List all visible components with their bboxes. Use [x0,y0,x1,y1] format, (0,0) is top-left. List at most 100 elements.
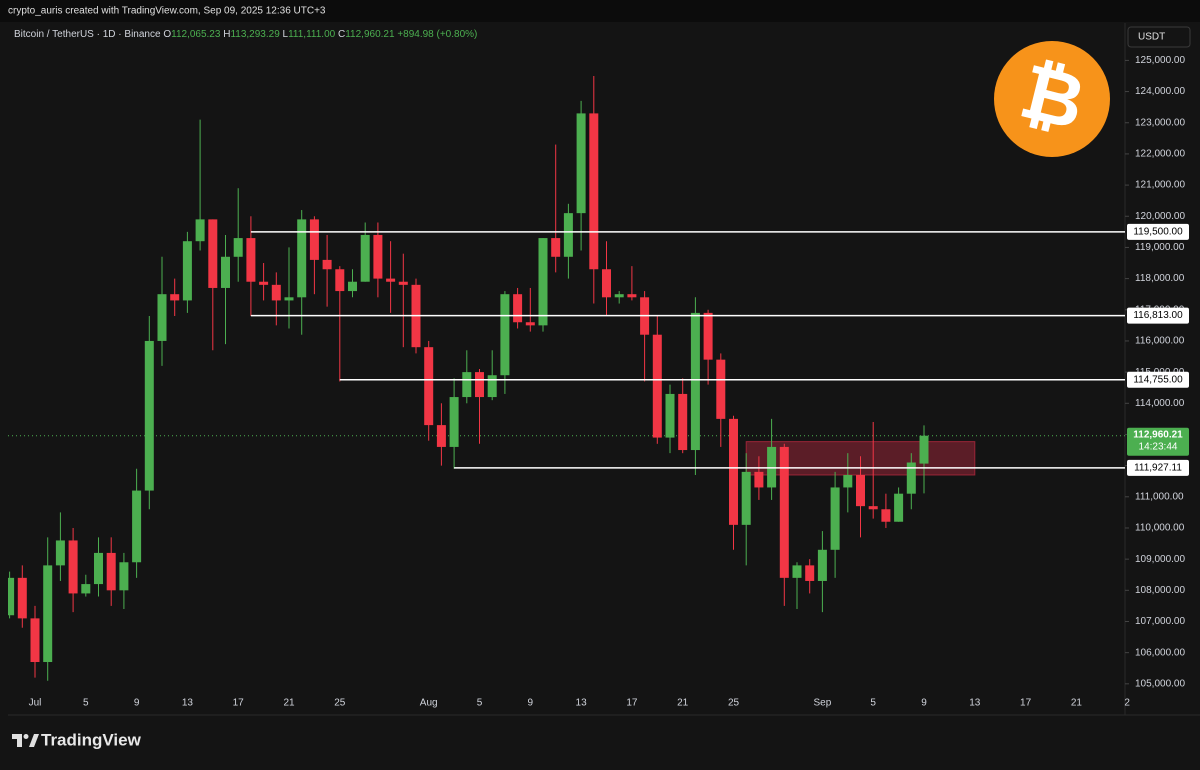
candle-body [106,552,116,591]
legend-item: O [163,29,171,40]
legend-item: 112,960.21 [345,29,395,40]
candle-body [81,584,91,594]
y-tick-label: 125,000.00 [1135,55,1185,66]
candle-body [398,281,408,285]
candle-body [741,471,751,525]
candle-body [386,278,396,282]
candle-body [843,474,853,488]
x-tick-label: 13 [576,698,588,709]
candle-body [348,281,357,292]
x-tick-label: 5 [870,698,876,709]
symbol-legend: Bitcoin / TetherUS · 1D · Binance O112,0… [14,29,477,40]
candle-body [271,284,281,301]
level-label: 111,927.11 [1134,463,1182,474]
y-tick-label: 120,000.00 [1135,211,1185,222]
legend-item: C [338,29,345,40]
candle-body [119,562,129,591]
currency-box[interactable] [1127,26,1191,48]
candle-body [665,393,675,438]
y-tick-label: 108,000.00 [1135,585,1185,596]
candle-body [602,269,611,298]
x-tick-label: Sep [814,698,832,709]
candle-body [500,294,510,376]
x-tick-label: 9 [134,698,140,709]
candle-body [525,322,535,326]
legend-item: 112,065.23 [171,29,221,40]
y-tick-label: 110,000.00 [1135,523,1185,534]
x-tick-label: 13 [969,698,981,709]
top-bar [0,0,1200,22]
candle-body [157,294,167,341]
legend-item: H [223,29,230,40]
logo-icon [12,734,22,747]
brand: TradingView [41,730,142,749]
logo-icon [29,734,39,747]
y-tick-label: 122,000.00 [1135,149,1185,160]
candle-body [68,540,78,594]
legend-item: 113,293.29 [230,29,280,40]
level-label-box [1127,223,1189,240]
candle-body [144,340,154,491]
candle-body [868,506,878,510]
candle-body [43,565,53,663]
candle-body [373,234,383,279]
candle-body [233,238,243,257]
candle-body [856,474,865,507]
x-tick-label: 17 [626,698,638,709]
x-tick-label: 2 [1124,698,1130,709]
candle-body [906,462,916,494]
candle-body [729,418,738,525]
candle-body [779,446,789,578]
last-price-box [1127,427,1189,456]
candle-body [449,397,459,447]
candle-body [703,312,713,360]
footer-logo [12,734,39,747]
x-tick-label: 21 [1071,698,1083,709]
candle-body [322,259,332,270]
candle-body [690,312,700,451]
candle-body [8,577,15,616]
logo-icon [23,734,29,739]
level-label: 114,755.00 [1133,374,1183,385]
legend-item: Bitcoin / TetherUS · 1D · Binance [14,29,161,40]
candle-body [462,372,472,398]
level-label-box [1127,307,1189,324]
legend-item: +894.98 (+0.80%) [397,29,477,40]
candle-body [475,372,484,398]
level-label: 116,813.00 [1133,310,1183,321]
candle-body [208,219,218,288]
candle-body [830,487,840,550]
level-label-box [1127,371,1189,388]
y-tick-label: 124,000.00 [1135,86,1185,97]
x-tick-label: 17 [1020,698,1032,709]
candle-body [754,471,764,488]
candle-body [17,577,27,619]
y-tick-label: 114,000.00 [1135,398,1185,409]
y-tick-label: 119,000.00 [1135,242,1185,253]
candle-body [424,347,434,426]
candle-body [513,294,523,323]
candle-body [563,213,573,257]
x-tick-label: Jul [29,698,42,709]
x-tick-label: 25 [728,698,740,709]
currency[interactable]: USDT [1138,32,1165,43]
y-tick-label: 121,000.00 [1135,180,1185,191]
candle-body [652,334,662,438]
y-tick-label: 118,000.00 [1135,273,1185,284]
credit: crypto_auris created with TradingView.co… [8,6,326,17]
x-tick-label: 21 [677,698,689,709]
y-tick-label: 109,000.00 [1135,554,1185,565]
x-tick-label: 21 [283,698,295,709]
candle-body [538,238,548,326]
candle-body [297,219,307,298]
level-label: 119,500.00 [1133,226,1183,237]
candle-body [309,219,319,260]
candle-body [360,234,370,282]
candle-body [805,565,815,581]
y-tick-label: 105,000.00 [1135,678,1185,689]
candle-body [246,238,256,282]
candle-body [919,435,929,464]
candle-body [221,256,230,288]
candle-body [627,294,637,298]
